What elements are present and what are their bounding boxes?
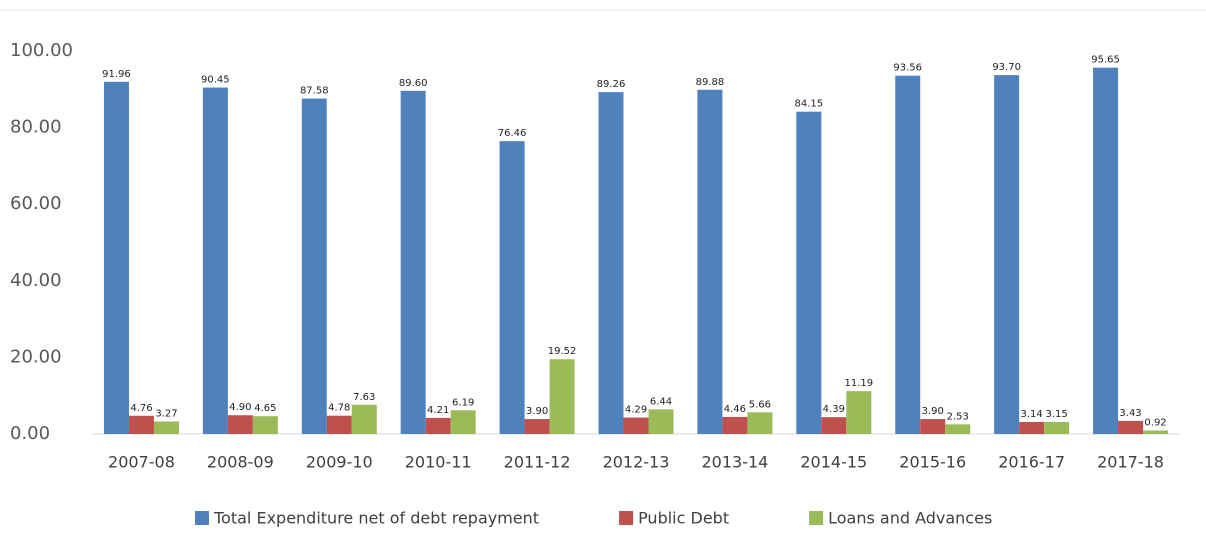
bar: [128, 415, 154, 434]
data-label: 89.26: [597, 79, 626, 90]
bar: [351, 404, 377, 434]
data-label: 6.19: [452, 397, 474, 408]
legend-swatch: [809, 511, 824, 525]
bar: [920, 419, 946, 434]
bar: [1118, 420, 1144, 434]
data-label: 3.27: [155, 408, 177, 419]
bar: [227, 415, 253, 434]
data-label: 3.14: [1021, 409, 1043, 420]
bar: [499, 141, 525, 434]
data-label: 89.60: [399, 78, 428, 89]
x-tick-label: 2007-08: [108, 453, 175, 472]
bar: [1093, 67, 1119, 435]
legend-label: Loans and Advances: [828, 509, 992, 528]
x-tick-label: 2013-14: [701, 453, 768, 472]
data-label: 7.63: [353, 392, 375, 403]
data-label: 93.70: [992, 62, 1021, 73]
data-label: 87.58: [300, 86, 329, 97]
bar: [994, 75, 1020, 434]
bar: [252, 416, 278, 434]
data-label: 6.44: [650, 396, 672, 407]
y-tick-label: 40.00: [10, 270, 62, 291]
data-label: 2.53: [947, 411, 969, 422]
x-tick-label: 2014-15: [800, 453, 867, 472]
bar: [301, 98, 327, 434]
data-label: 0.92: [1144, 417, 1166, 428]
data-label: 3.90: [922, 406, 944, 417]
data-label: 4.29: [625, 405, 647, 416]
bar: [1019, 421, 1045, 434]
data-label: 4.78: [328, 403, 350, 414]
bar: [697, 89, 723, 435]
data-label: 4.76: [130, 403, 152, 414]
bar: [425, 417, 451, 434]
bar: [747, 412, 773, 434]
y-tick-label: 0.00: [10, 423, 50, 444]
bar: [1143, 430, 1169, 434]
y-tick-label: 80.00: [10, 117, 62, 138]
data-label: 76.46: [498, 128, 527, 139]
data-label: 84.15: [794, 99, 823, 110]
bar: [450, 410, 476, 434]
bar: [796, 111, 822, 434]
x-tick-label: 2012-13: [603, 453, 670, 472]
data-label: 93.56: [893, 63, 922, 74]
y-tick-label: 60.00: [10, 193, 62, 214]
data-label: 90.45: [201, 75, 230, 86]
bar: [598, 92, 624, 434]
data-label: 19.52: [548, 346, 577, 357]
legend-label: Total Expenditure net of debt repayment: [213, 509, 539, 528]
bar: [103, 81, 129, 434]
x-tick-label: 2017-18: [1097, 453, 1164, 472]
bar: [895, 75, 921, 435]
data-label: 5.66: [749, 399, 771, 410]
bar: [945, 424, 971, 434]
data-label: 95.65: [1091, 55, 1120, 66]
bar: [648, 409, 674, 434]
bar: [821, 417, 847, 434]
data-label: 4.65: [254, 403, 276, 414]
data-label: 4.46: [724, 404, 746, 415]
x-tick-label: 2016-17: [998, 453, 1065, 472]
data-label: 3.90: [526, 406, 548, 417]
bar: [524, 419, 550, 434]
bar: [722, 416, 748, 434]
legend-swatch: [619, 511, 634, 525]
x-tick-label: 2008-09: [207, 453, 274, 472]
bar: [549, 359, 575, 434]
bar: [202, 87, 228, 434]
data-label: 91.96: [102, 69, 131, 80]
bar: [400, 90, 426, 434]
legend-label: Public Debt: [638, 509, 729, 528]
x-tick-label: 2011-12: [504, 453, 571, 472]
data-label: 4.39: [823, 404, 845, 415]
bar: [846, 391, 872, 434]
y-tick-label: 20.00: [10, 346, 62, 367]
bar: [623, 417, 649, 434]
data-label: 4.90: [229, 402, 251, 413]
data-label: 3.15: [1046, 409, 1068, 420]
data-label: 11.19: [844, 378, 873, 389]
x-tick-label: 2010-11: [405, 453, 472, 472]
bar: [153, 421, 179, 434]
bar: [326, 415, 352, 434]
data-label: 89.88: [696, 77, 725, 88]
legend-swatch: [195, 511, 209, 525]
x-tick-label: 2009-10: [306, 453, 373, 472]
bar: [1044, 421, 1070, 434]
data-label: 3.43: [1119, 408, 1141, 419]
x-tick-label: 2015-16: [899, 453, 966, 472]
data-label: 4.21: [427, 405, 449, 416]
y-tick-label: 100.00: [10, 40, 73, 61]
